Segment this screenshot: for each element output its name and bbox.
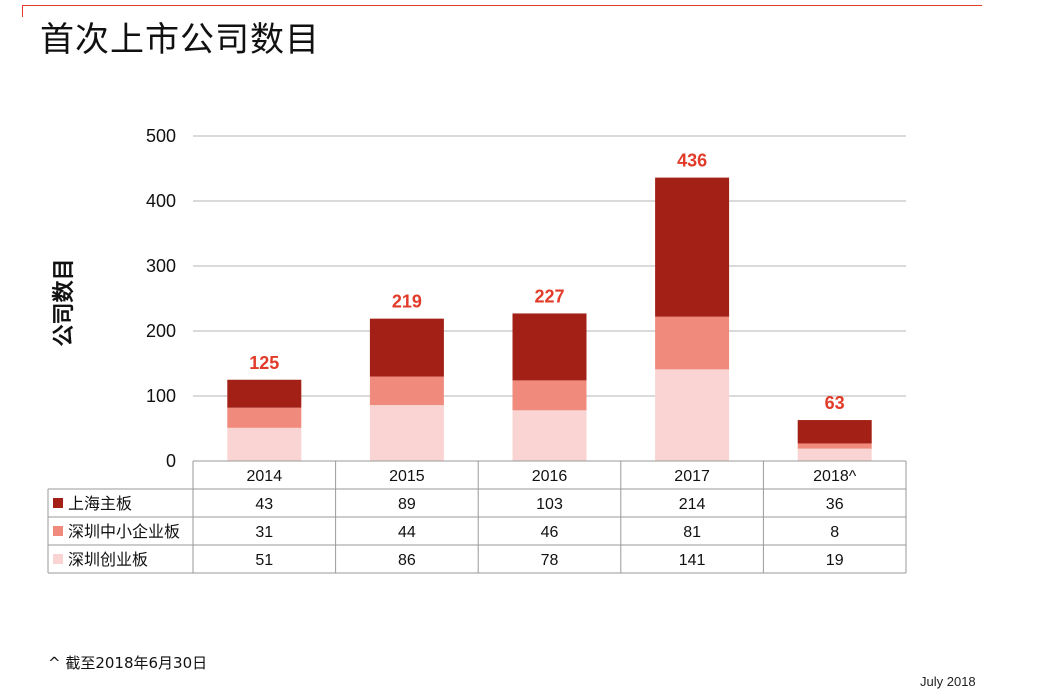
bar-segment [797,448,872,461]
series-row-label: 深圳中小企业板 [68,522,180,541]
x-category-label: 2018^ [813,468,857,485]
x-category-label: 2017 [674,468,710,485]
bar-segment [369,405,444,461]
table-cell-value: 89 [398,496,416,513]
y-tick-label: 400 [146,191,176,211]
top-rule-tick [22,5,23,17]
y-tick-label: 100 [146,386,176,406]
total-data-label: 436 [677,151,707,171]
table-cell-value: 31 [255,524,273,541]
y-tick-label: 0 [166,451,176,471]
total-data-label: 219 [392,292,422,312]
y-axis-label: 公司数目 [51,258,77,346]
table-cell-value: 36 [826,496,844,513]
bar-segment [655,316,730,370]
page-title: 首次上市公司数目 [40,20,320,60]
legend-swatch [53,554,63,564]
top-rule [22,5,982,6]
bar-segment [797,420,872,444]
table-cell-value: 86 [398,552,416,569]
table-cell-value: 8 [830,524,839,541]
legend-swatch [53,526,63,536]
footnote: ^ 截至2018年6月30日 [48,654,208,672]
table-cell-value: 81 [683,524,701,541]
table-cell-value: 44 [398,524,416,541]
bar-segment [512,380,587,411]
bar-segment [369,376,444,406]
table-cell-value: 46 [541,524,559,541]
total-data-label: 227 [534,286,564,306]
y-tick-label: 300 [146,256,176,276]
bar-segment [512,410,587,461]
bar-segment [655,177,730,317]
bar-segment [227,379,302,408]
bar-segment [655,369,730,461]
table-cell-value: 214 [679,496,706,513]
x-category-label: 2016 [532,468,568,485]
table-cell-value: 141 [679,552,706,569]
table-cell-value: 19 [826,552,844,569]
x-category-label: 2015 [389,468,425,485]
legend-swatch [53,498,63,508]
date-label: July 2018 [920,674,976,689]
table-cell-value: 103 [536,496,563,513]
bar-segment [369,318,444,377]
bar-segment [512,313,587,381]
series-row-label: 深圳创业板 [68,550,148,569]
table-cell-value: 78 [541,552,559,569]
table-cell-value: 51 [255,552,273,569]
bar-segment [227,407,302,428]
bar-segment [797,443,872,449]
x-category-label: 2014 [247,468,283,485]
table-cell-value: 43 [255,496,273,513]
total-data-label: 63 [825,393,845,413]
bar-segment [227,427,302,461]
y-tick-label: 200 [146,321,176,341]
y-tick-label: 500 [146,126,176,146]
total-data-label: 125 [249,353,279,373]
series-row-label: 上海主板 [68,494,132,513]
